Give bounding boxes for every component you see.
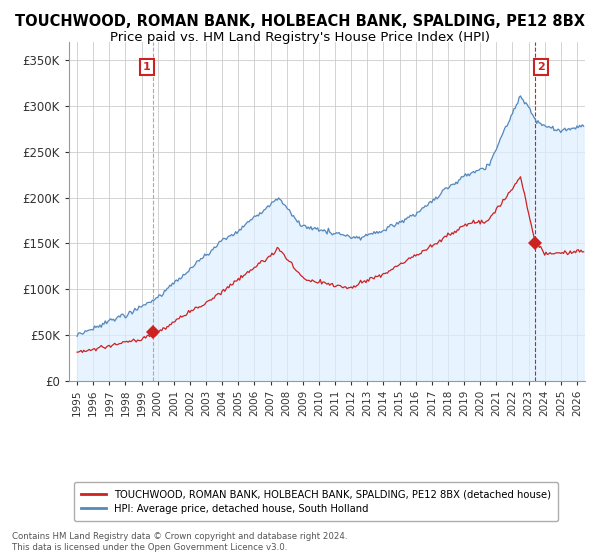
Text: 1: 1 (143, 62, 151, 72)
Text: Price paid vs. HM Land Registry's House Price Index (HPI): Price paid vs. HM Land Registry's House … (110, 31, 490, 44)
Text: 2: 2 (537, 62, 545, 72)
Legend: TOUCHWOOD, ROMAN BANK, HOLBEACH BANK, SPALDING, PE12 8BX (detached house), HPI: : TOUCHWOOD, ROMAN BANK, HOLBEACH BANK, SP… (74, 482, 558, 521)
Text: Contains HM Land Registry data © Crown copyright and database right 2024.
This d: Contains HM Land Registry data © Crown c… (12, 532, 347, 552)
Text: TOUCHWOOD, ROMAN BANK, HOLBEACH BANK, SPALDING, PE12 8BX: TOUCHWOOD, ROMAN BANK, HOLBEACH BANK, SP… (15, 14, 585, 29)
